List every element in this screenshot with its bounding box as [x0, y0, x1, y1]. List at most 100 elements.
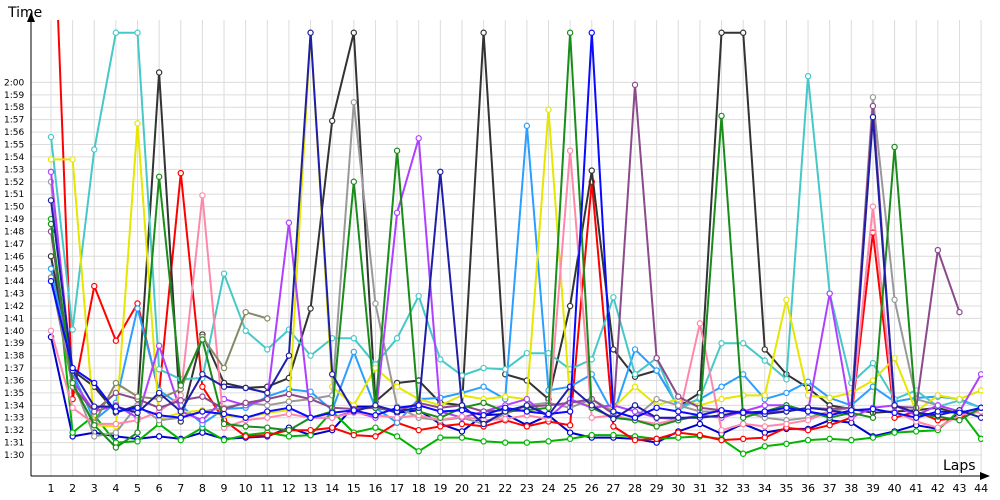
data-point	[718, 395, 725, 403]
data-point	[350, 29, 358, 36]
x-tick-label: 37	[823, 482, 837, 495]
data-point	[91, 379, 98, 387]
data-point	[480, 420, 487, 428]
data-point	[415, 135, 422, 142]
data-point	[199, 408, 206, 415]
data-point	[610, 423, 617, 430]
data-point	[112, 420, 120, 428]
y-tick-label: 1:51	[4, 190, 24, 200]
series-line	[50, 149, 982, 432]
y-tick-label: 1:33	[4, 414, 24, 424]
data-point	[761, 392, 768, 399]
y-tick-label: 1:43	[4, 290, 24, 300]
y-tick-label: 1:54	[4, 153, 24, 163]
x-tick-label: 18	[412, 482, 426, 495]
data-point	[610, 408, 617, 415]
data-point	[242, 384, 249, 392]
data-point	[761, 357, 768, 364]
data-point	[653, 404, 660, 412]
data-point	[69, 379, 76, 387]
data-point	[588, 29, 595, 36]
data-point	[285, 426, 293, 434]
series	[47, 29, 983, 425]
y-tick-label: 1:41	[4, 314, 24, 324]
y-tick-label: 1:44	[4, 277, 24, 287]
data-point	[826, 412, 833, 419]
x-tick-label: 21	[477, 482, 491, 495]
data-point	[393, 383, 401, 390]
data-point	[545, 410, 552, 418]
x-tick-label: 22	[498, 482, 512, 495]
y-tick-label: 1:35	[4, 389, 24, 399]
x-tick-label: 11	[260, 482, 274, 495]
data-point	[913, 428, 920, 435]
data-point	[134, 429, 141, 436]
data-point	[696, 320, 704, 327]
data-point	[566, 302, 574, 310]
y-tick-label: 1:48	[4, 227, 24, 237]
data-point	[783, 296, 790, 303]
data-point	[242, 327, 249, 334]
axes	[27, 12, 990, 480]
data-point	[155, 366, 163, 373]
data-point	[588, 431, 595, 439]
data-point	[307, 305, 314, 312]
data-point	[545, 404, 552, 412]
data-point	[69, 364, 76, 372]
data-point	[437, 423, 444, 430]
data-point	[631, 346, 639, 353]
data-point	[934, 408, 942, 415]
data-point	[566, 429, 574, 436]
y-tick-label: 1:42	[4, 302, 24, 312]
data-point	[47, 327, 55, 334]
y-tick-label: 1:40	[4, 327, 24, 337]
y-tick-label: 1:58	[4, 103, 24, 113]
data-point	[134, 404, 141, 412]
data-point	[220, 383, 228, 390]
x-tick-label: 43	[952, 482, 966, 495]
data-point	[675, 408, 682, 415]
data-point	[328, 371, 336, 378]
data-point	[891, 354, 898, 362]
data-point	[372, 300, 379, 307]
y-tick-label: 1:49	[4, 215, 24, 225]
data-point	[502, 404, 509, 412]
data-point	[242, 399, 249, 407]
data-point	[566, 408, 574, 415]
data-point	[480, 399, 487, 407]
x-tick-label: 31	[693, 482, 707, 495]
y-tick-label: 1:47	[4, 240, 24, 250]
data-point	[869, 94, 877, 101]
data-point	[177, 397, 184, 404]
data-point	[47, 253, 55, 260]
x-tick-label: 25	[563, 482, 577, 495]
data-point	[242, 433, 249, 440]
data-point	[718, 112, 725, 120]
data-point	[804, 417, 812, 424]
data-point	[761, 402, 768, 409]
data-point	[285, 404, 293, 412]
data-point	[177, 436, 184, 444]
data-point	[307, 414, 314, 421]
x-tick-label: 20	[455, 482, 469, 495]
data-point	[264, 389, 271, 397]
data-point	[69, 429, 76, 436]
series-line	[50, 218, 982, 455]
series	[47, 29, 983, 421]
data-point	[134, 305, 141, 312]
data-point	[631, 371, 639, 378]
data-point	[437, 168, 444, 176]
data-point	[220, 270, 228, 277]
data-point	[761, 346, 768, 353]
data-point	[328, 409, 336, 416]
data-point	[307, 395, 314, 403]
y-tick-labels: 1:30 1:31 1:32 1:33 1:34 1:35 1:36 1:37 1:38 1:39…	[4, 78, 24, 461]
data-point	[523, 349, 531, 357]
y-tick-label: 1:59	[4, 91, 24, 101]
data-point	[307, 29, 314, 36]
x-tick-label: 16	[368, 482, 382, 495]
y-tick-label: 1:55	[4, 141, 24, 151]
data-point	[372, 433, 379, 440]
data-point	[848, 436, 855, 444]
data-point	[415, 426, 422, 434]
